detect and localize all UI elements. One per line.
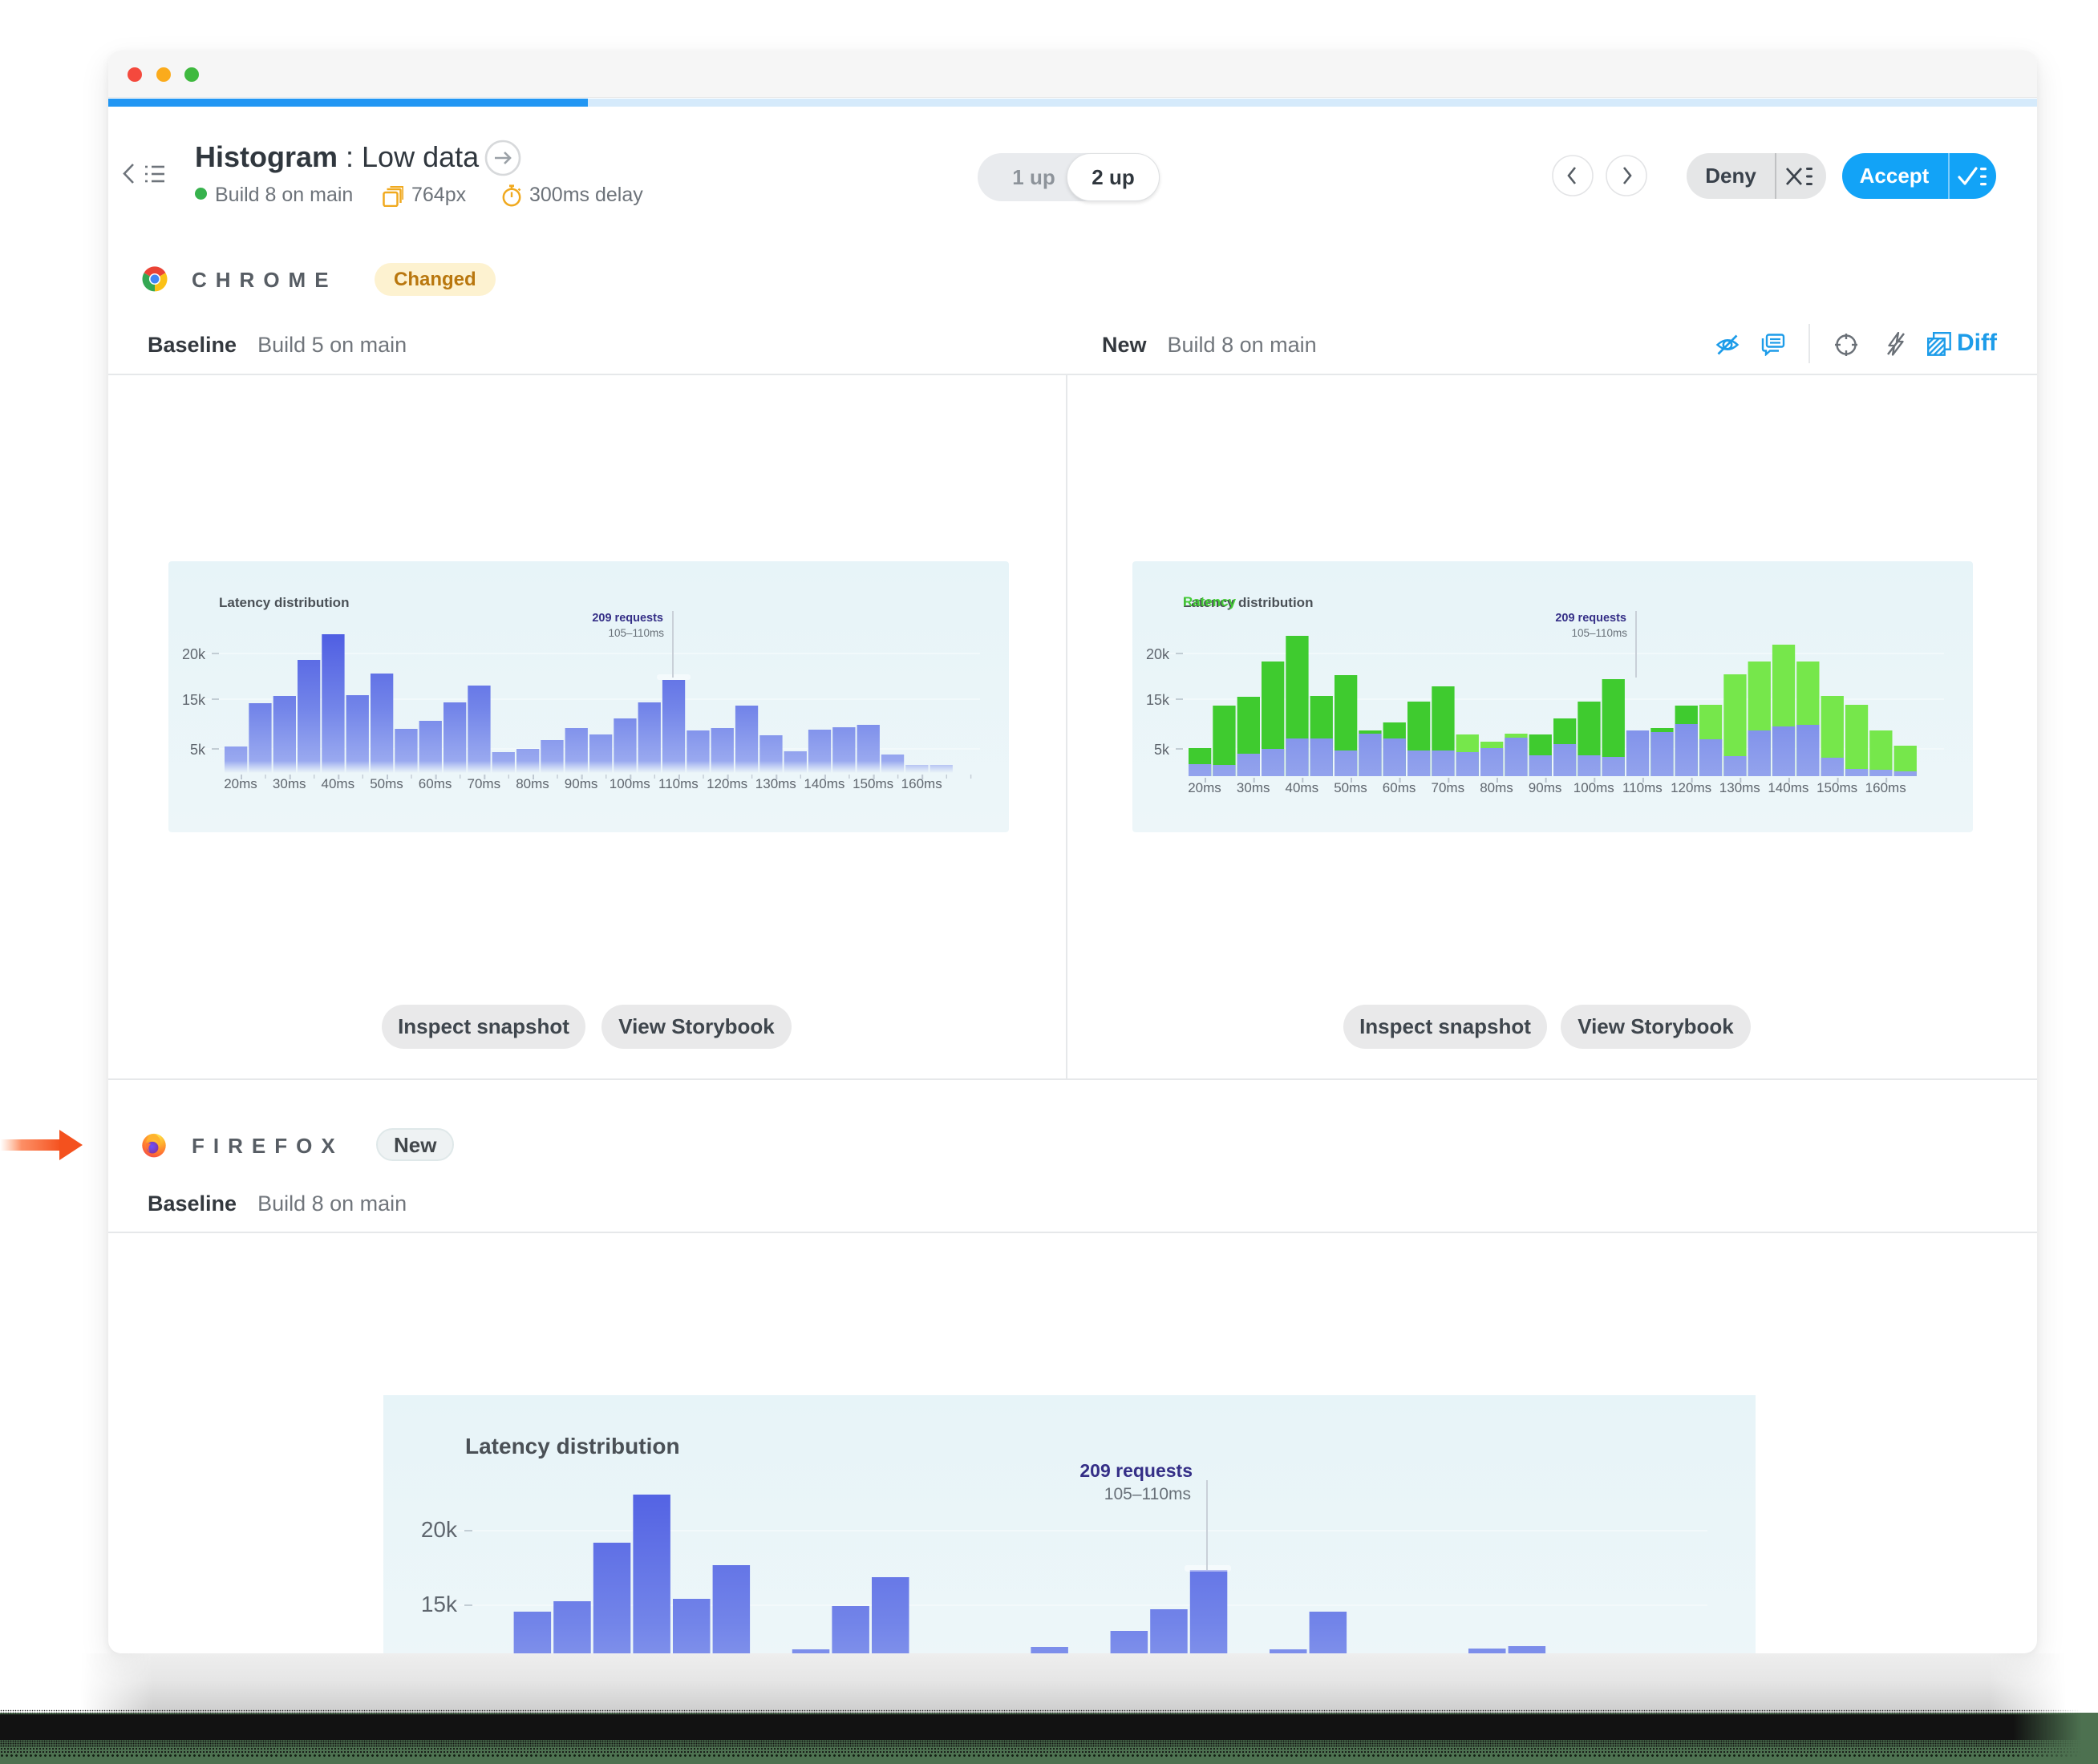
svg-text:160ms: 160ms (1865, 780, 1906, 795)
svg-text:50ms: 50ms (1334, 780, 1367, 795)
svg-text:130ms: 130ms (1719, 780, 1760, 795)
svg-text:209 requests: 209 requests (1555, 612, 1626, 625)
svg-text:90ms: 90ms (1529, 780, 1562, 795)
svg-text:90ms: 90ms (565, 776, 598, 791)
svg-text:40ms: 40ms (1286, 780, 1319, 795)
svg-text:70ms: 70ms (468, 776, 501, 791)
svg-text:100ms: 100ms (610, 776, 650, 791)
svg-text:5k: 5k (1154, 742, 1170, 758)
svg-text:150ms: 150ms (1817, 780, 1857, 795)
svg-text:110ms: 110ms (1622, 780, 1663, 795)
svg-text:120ms: 120ms (1671, 780, 1711, 795)
svg-text:110ms: 110ms (658, 776, 699, 791)
svg-text:20k: 20k (182, 646, 206, 662)
svg-text:105–110ms: 105–110ms (608, 627, 664, 639)
svg-text:Latency distribution: Latency distribution (1183, 595, 1313, 610)
svg-text:Ratency: Ratency (1183, 594, 1237, 609)
svg-text:105–110ms: 105–110ms (1571, 627, 1627, 639)
svg-text:60ms: 60ms (419, 776, 452, 791)
svg-text:130ms: 130ms (755, 776, 796, 791)
svg-text:140ms: 140ms (804, 776, 844, 791)
svg-text:209 requests: 209 requests (592, 612, 663, 625)
svg-text:15k: 15k (182, 692, 206, 708)
svg-text:40ms: 40ms (322, 776, 355, 791)
svg-text:5k: 5k (190, 742, 206, 758)
svg-text:120ms: 120ms (707, 776, 747, 791)
svg-text:30ms: 30ms (273, 776, 306, 791)
svg-text:150ms: 150ms (853, 776, 893, 791)
svg-text:100ms: 100ms (1574, 780, 1614, 795)
svg-text:20k: 20k (1146, 646, 1170, 662)
svg-text:Latency distribution: Latency distribution (219, 595, 349, 610)
svg-text:140ms: 140ms (1768, 780, 1808, 795)
svg-text:30ms: 30ms (1237, 780, 1270, 795)
svg-text:70ms: 70ms (1432, 780, 1465, 795)
svg-text:15k: 15k (1146, 692, 1170, 708)
svg-text:160ms: 160ms (901, 776, 942, 791)
svg-text:20ms: 20ms (224, 776, 257, 791)
svg-text:80ms: 80ms (1480, 780, 1513, 795)
svg-text:80ms: 80ms (516, 776, 549, 791)
svg-text:60ms: 60ms (1383, 780, 1416, 795)
svg-text:50ms: 50ms (370, 776, 403, 791)
svg-text:20ms: 20ms (1188, 780, 1221, 795)
